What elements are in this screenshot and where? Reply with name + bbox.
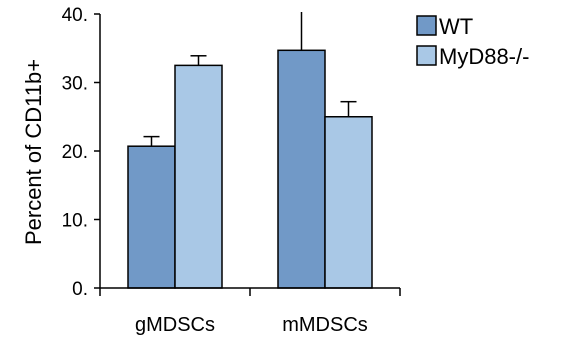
- y-tick-label-40: 40.: [62, 5, 88, 26]
- legend-label-WT: WT: [439, 14, 473, 39]
- bar-mMDSCs-MyD88-/-: [324, 116, 373, 289]
- y-tick-label-10: 10.: [62, 211, 88, 232]
- bar-gMDSCs-WT: [127, 145, 176, 289]
- bar-gMDSCs-MyD88-/-: [174, 64, 223, 289]
- y-tick-label-0: 0.: [72, 279, 88, 300]
- legend-swatch-WT: [416, 15, 437, 36]
- category-label-mMDSCs: mMDSCs: [282, 314, 368, 336]
- y-tick-label-20: 20.: [62, 142, 88, 163]
- bar-mMDSCs-WT: [277, 49, 326, 289]
- category-label-gMDSCs: gMDSCs: [135, 314, 215, 336]
- legend-swatch-MyD88-/-: [416, 45, 437, 66]
- legend-label-MyD88-/-: MyD88-/-: [439, 44, 529, 69]
- y-tick-label-30: 30.: [62, 74, 88, 95]
- y-axis-title: Percent of CD11b+: [21, 59, 46, 245]
